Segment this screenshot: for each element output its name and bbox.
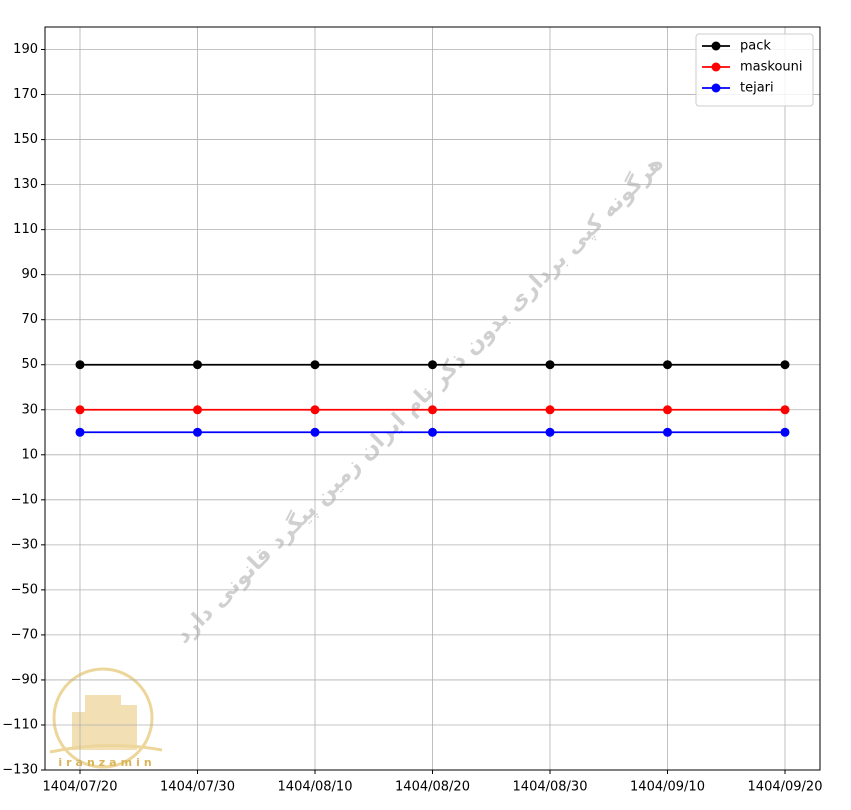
data-point: [310, 405, 320, 415]
logo-text: iranzamin: [58, 756, 155, 769]
y-tick-label: −70: [11, 627, 38, 642]
x-tick-label: 1404/09/10: [630, 780, 705, 795]
watermark: هرگونه کپی برداری بدون ذکر نام ایران زمی…: [169, 149, 668, 648]
y-tick-label: −130: [2, 763, 38, 778]
legend-label: tejari: [740, 81, 774, 96]
data-point: [75, 405, 85, 415]
data-point: [545, 405, 555, 415]
data-point: [663, 405, 672, 415]
y-tick-label: −90: [11, 672, 38, 687]
x-tick-label: 1404/08/10: [278, 780, 353, 795]
legend-marker: [711, 83, 721, 93]
x-tick-label: 1404/08/20: [395, 780, 470, 795]
y-tick-label: −110: [2, 717, 38, 732]
x-tick-label: 1404/09/20: [748, 780, 823, 795]
legend-label: maskouni: [740, 60, 803, 75]
plot-frame: [44, 26, 821, 771]
x-tick-label: 1404/08/30: [513, 780, 588, 795]
legend-marker: [711, 62, 721, 72]
data-point: [428, 405, 437, 415]
data-point: [193, 360, 202, 370]
data-point: [545, 360, 555, 370]
data-point: [75, 360, 85, 370]
data-point: [780, 405, 790, 415]
data-point: [428, 427, 437, 437]
legend-label: pack: [740, 39, 771, 54]
data-point: [780, 360, 790, 370]
y-tick-label: 30: [21, 402, 38, 417]
data-point: [193, 405, 202, 415]
data-point: [193, 427, 202, 437]
y-tick-label: 150: [13, 132, 38, 147]
legend-marker: [711, 41, 721, 51]
y-tick-label: 190: [13, 42, 38, 57]
data-point: [75, 427, 85, 437]
data-point: [310, 360, 320, 370]
data-point: [428, 360, 437, 370]
data-point: [545, 427, 555, 437]
y-tick-label: −50: [11, 582, 38, 597]
data-point: [310, 427, 320, 437]
y-tick-label: 110: [13, 222, 38, 237]
x-tick-label: 1404/07/20: [43, 780, 118, 795]
x-tick-label: 1404/07/30: [160, 780, 235, 795]
y-tick-label: 10: [21, 447, 38, 462]
data-point: [663, 427, 672, 437]
y-tick-label: 50: [21, 357, 38, 372]
y-tick-label: −30: [11, 537, 38, 552]
data-point: [780, 427, 790, 437]
y-tick-label: 90: [21, 267, 38, 282]
logo: [49, 667, 163, 769]
y-tick-label: −10: [11, 492, 38, 507]
y-tick-label: 130: [13, 177, 38, 192]
y-tick-label: 70: [21, 312, 38, 327]
data-point: [663, 360, 672, 370]
y-tick-label: 170: [13, 87, 38, 102]
